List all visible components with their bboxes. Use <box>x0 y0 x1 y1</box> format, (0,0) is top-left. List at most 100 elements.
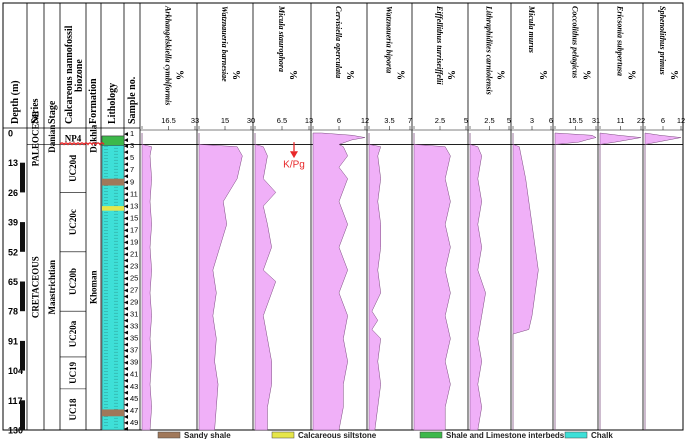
sample-marker <box>124 198 128 203</box>
sample-marker <box>124 138 128 143</box>
sample-number: 15 <box>130 213 138 222</box>
sample-marker <box>124 420 128 425</box>
legend-label: Chalk <box>591 431 613 439</box>
taxon-abundance-area <box>644 132 682 430</box>
taxon-name: Micula staurophora <box>277 5 286 72</box>
formation-label: Dakhla <box>89 124 99 153</box>
lithology-calcareous-siltstone <box>102 206 124 211</box>
biozone-label: UC20a <box>68 320 78 347</box>
taxon-abundance-area <box>554 132 597 430</box>
taxon-tick-label: 7 <box>408 116 412 125</box>
taxon-abundance-area <box>469 133 486 431</box>
sample-marker <box>124 354 128 359</box>
sample-marker <box>124 336 128 341</box>
sample-marker <box>124 216 128 221</box>
sample-marker <box>124 300 128 305</box>
taxon-tick-label: 11 <box>617 116 625 125</box>
kpg-boundary-line <box>59 142 105 146</box>
sample-number: 9 <box>130 177 134 186</box>
sample-number: 5 <box>130 153 134 162</box>
taxon-abundance-area <box>413 133 451 431</box>
depth-tick-label: 65 <box>8 277 18 287</box>
sample-marker <box>124 150 128 155</box>
depth-tick-label: 0 <box>8 129 13 139</box>
taxon-tick-label: 31 <box>592 116 600 125</box>
taxon-panel-9: Coccolithus pelagicus % 15.5 31 <box>553 6 600 430</box>
taxon-panel-6: Eiffellithus turriseiffelii % 2.5 5 <box>412 5 468 431</box>
taxon-unit: % <box>495 70 506 80</box>
taxon-tick-label: 15 <box>221 116 229 125</box>
taxon-name: Cervisiella operculata <box>334 6 343 78</box>
sample-marker <box>124 378 128 383</box>
sample-marker <box>124 258 128 263</box>
taxon-tick-label: 3.5 <box>384 116 394 125</box>
sample-marker <box>124 414 128 419</box>
taxon-panel-4: Cervisiella operculata % 6 12 <box>311 6 369 431</box>
sample-marker <box>124 264 128 269</box>
legend-label: Shale and Limestone interbeds <box>446 431 565 439</box>
taxon-name: Eiffellithus turriseiffelii <box>435 5 444 85</box>
sample-number: 3 <box>130 141 134 150</box>
sample-number: 49 <box>130 418 138 427</box>
sample-marker <box>124 156 128 161</box>
depth-tick-label: 13 <box>8 158 18 168</box>
legend-swatch <box>419 431 443 439</box>
sample-marker <box>124 306 128 311</box>
taxon-name: Sphenolithus primus <box>658 6 667 75</box>
sample-number: 43 <box>130 382 138 391</box>
sample-number: 41 <box>130 370 138 379</box>
sample-marker <box>124 228 128 233</box>
lithology-sandy-shale <box>102 178 124 186</box>
sample-marker <box>124 360 128 365</box>
formation-label: Khoman <box>89 270 99 304</box>
legend-swatch <box>564 431 588 439</box>
taxon-panel-2: Watznaueria barnesiae % 15 30 <box>197 6 255 431</box>
sample-number: 31 <box>130 310 138 319</box>
biozone-header-line2: biozone <box>74 59 85 92</box>
taxon-unit: % <box>344 70 355 80</box>
sample-marker <box>124 294 128 299</box>
biozone-label: UC20c <box>68 209 78 235</box>
taxon-tick-label: 2.5 <box>484 116 494 125</box>
sample-marker <box>124 144 128 149</box>
sample-number: 35 <box>130 334 138 343</box>
sample-marker <box>124 372 128 377</box>
sample-marker <box>124 234 128 239</box>
kpg-label: K/Pg <box>283 159 305 170</box>
sample-marker <box>124 222 128 227</box>
sample-marker <box>124 408 128 413</box>
sample-marker <box>124 282 128 287</box>
stage-label: Maastrichtian <box>47 260 57 315</box>
depth-tick-label: 130 <box>8 426 23 436</box>
taxon-abundance-area <box>198 133 243 431</box>
sample-number: 13 <box>130 201 138 210</box>
taxon-name: Ericsonia subpertusa <box>616 5 625 76</box>
series-header: Series <box>30 98 41 124</box>
taxon-panel-8: Micula murus% 3 6 <box>511 5 553 430</box>
taxon-panel-3: Micula staurophora% 6.5 13 <box>253 5 313 431</box>
lithology-shale-limestone <box>101 135 125 146</box>
taxon-panel-11: Sphenolithus primus% 6 12 <box>643 6 685 430</box>
sample-number: 25 <box>130 273 138 282</box>
sample-number: 39 <box>130 358 138 367</box>
sample-number: 17 <box>130 225 138 234</box>
biozone-header: Calcareous nannofossil <box>64 25 75 124</box>
sample-marker <box>124 204 128 209</box>
taxon-unit: % <box>287 70 298 80</box>
sample-marker <box>124 348 128 353</box>
taxon-tick-label: 33 <box>191 116 199 125</box>
taxon-abundance-area <box>599 132 642 430</box>
taxon-tick-label: 6.5 <box>277 116 287 125</box>
taxon-tick-label: 6 <box>661 116 665 125</box>
sample-number: 37 <box>130 346 138 355</box>
taxon-unit: % <box>581 70 592 80</box>
lithology-header: Lithology <box>107 83 118 124</box>
sample-number: 7 <box>130 165 134 174</box>
depth-scale-bar <box>20 222 25 252</box>
stage-label: Danian <box>47 125 57 153</box>
sample-marker <box>124 390 128 395</box>
depth-tick-label: 78 <box>8 307 18 317</box>
taxon-tick-label: 22 <box>637 116 645 125</box>
sample-marker <box>124 246 128 251</box>
sample-marker <box>124 186 128 191</box>
